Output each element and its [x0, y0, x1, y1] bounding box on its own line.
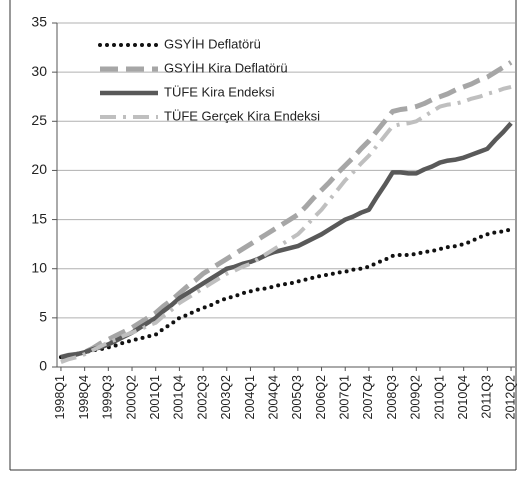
x-tick-label: 2001Q4 [172, 375, 186, 420]
y-tick-label: 30 [31, 63, 47, 79]
x-tick-label: 2005Q3 [290, 375, 304, 420]
x-tick-label: 2002Q3 [195, 375, 209, 420]
y-tick-label: 35 [31, 14, 47, 30]
x-tick-label: 2007Q1 [338, 375, 352, 420]
legend-label: TÜFE Gerçek Kira Endeksi [164, 108, 320, 123]
x-tick-label: 2010Q4 [456, 375, 470, 420]
x-tick-label: 1998Q1 [53, 375, 67, 420]
x-tick-label: 2008Q3 [385, 375, 399, 420]
x-tick-label: 2012Q2 [503, 375, 517, 420]
y-tick-label: 10 [31, 259, 47, 275]
x-tick-label: 2010Q1 [432, 375, 446, 420]
x-tick-label: 2004Q1 [243, 375, 257, 420]
y-tick-label: 20 [31, 161, 47, 177]
x-tick-label: 2006Q2 [314, 375, 328, 420]
y-tick-label: 15 [31, 210, 47, 226]
legend-label: TÜFE Kira Endeksi [164, 84, 275, 99]
x-tick-label: 2007Q4 [361, 375, 375, 420]
x-tick-label: 2004Q4 [266, 375, 280, 420]
series-line [60, 121, 513, 360]
legend-label: GSYİH Deflatörü [164, 36, 261, 51]
y-tick-label: 25 [31, 112, 47, 128]
x-tick-label: 2001Q1 [148, 375, 162, 420]
y-tick-label: 5 [39, 309, 47, 325]
x-tick-label: 2000Q2 [124, 375, 138, 420]
series-line [60, 84, 512, 364]
x-tick-label: 2009Q2 [409, 375, 423, 420]
series-line [58, 227, 514, 360]
x-tick-label: 2003Q2 [219, 375, 233, 420]
x-tick-label: 1999Q3 [101, 375, 115, 420]
x-tick-label: 2011Q3 [480, 375, 494, 419]
x-tick-label: 1998Q4 [77, 375, 91, 420]
series-line [60, 60, 513, 360]
y-tick-label: 0 [39, 358, 47, 374]
legend-label: GSYİH Kira Deflatörü [164, 60, 288, 75]
